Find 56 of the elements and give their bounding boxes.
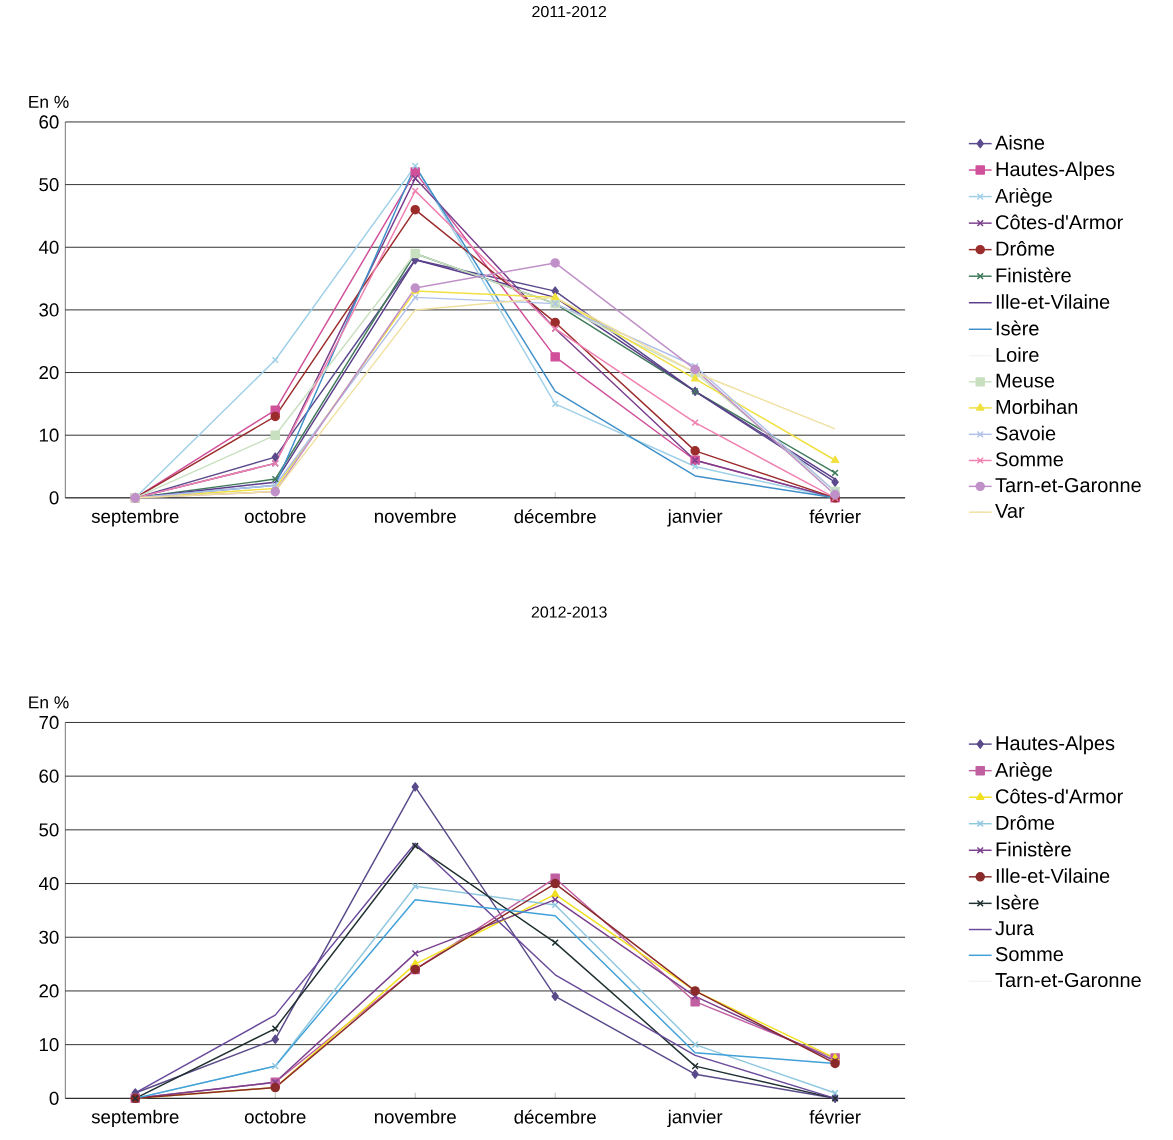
y-tick-label: 40 — [38, 877, 59, 891]
y-tick-label: 60 — [39, 769, 59, 783]
legend-label: Drôme — [996, 815, 1055, 831]
legend-label: Ille-et-Vilaine — [996, 294, 1110, 310]
legend-label: Tarn-et-Garonne — [995, 973, 1141, 988]
chart-title: 2011-2012 — [532, 6, 607, 18]
x-tick-label: janvier — [667, 509, 723, 527]
y-tick-label: 50 — [39, 178, 59, 192]
x-tick-label: décembre — [514, 1109, 596, 1124]
y-tick-label: 40 — [38, 240, 59, 255]
legend-label: Drôme — [996, 241, 1055, 256]
x-tick-label: novembre — [374, 1109, 456, 1124]
y-axis-title: En % — [29, 95, 69, 109]
y-tick-label: 10 — [39, 1038, 59, 1052]
legend-label: Finistère — [996, 267, 1071, 283]
legend-label: Aisne — [995, 135, 1045, 150]
x-tick-label: septembre — [91, 509, 179, 527]
x-tick-label: janvier — [667, 1109, 723, 1128]
x-tick-label: septembre — [91, 1109, 179, 1128]
legend-label: Somme — [995, 947, 1064, 962]
x-tick-label: octobre — [244, 509, 306, 524]
y-axis-title: En % — [29, 696, 69, 709]
legend-label: Loire — [996, 347, 1039, 363]
legend-label: Ille-et-Vilaine — [996, 868, 1110, 884]
legend-label: Côtes-d'Armor — [996, 214, 1123, 230]
legend-label: Tarn-et-Garonne — [995, 478, 1141, 493]
y-tick-label: 0 — [49, 1091, 59, 1106]
y-tick-label: 30 — [39, 930, 59, 945]
legend-label: Ariège — [995, 762, 1052, 782]
x-tick-label: octobre — [244, 1109, 306, 1124]
y-tick-label: 0 — [49, 491, 59, 505]
y-tick-label: 70 — [39, 715, 59, 730]
legend-label: Var — [995, 504, 1025, 519]
legend-label: Hautes-Alpes — [996, 161, 1115, 181]
legend-label: Savoie — [995, 425, 1056, 441]
legend-label: Somme — [995, 452, 1064, 467]
x-tick-label: novembre — [374, 509, 456, 524]
legend-label: Ariège — [995, 188, 1052, 207]
legend-label: Jura — [995, 921, 1034, 936]
x-tick-label: février — [809, 1109, 861, 1124]
legend-label: Côtes-d'Armor — [996, 788, 1123, 804]
y-tick-label: 20 — [39, 366, 59, 380]
legend-label: Morbihan — [996, 399, 1078, 415]
legend-label: Isère — [996, 894, 1039, 910]
y-tick-label: 10 — [39, 428, 59, 442]
legend-label: Meuse — [996, 373, 1055, 388]
y-tick-label: 60 — [39, 115, 59, 129]
legend-label: Hautes-Alpes — [996, 735, 1115, 755]
x-tick-label: février — [809, 509, 861, 524]
legend-label: Finistère — [996, 841, 1071, 857]
y-tick-label: 30 — [39, 303, 59, 317]
legend-label: Isère — [996, 320, 1039, 336]
y-tick-label: 20 — [39, 984, 59, 998]
x-tick-label: décembre — [514, 509, 596, 524]
chart-title: 2012-2013 — [531, 606, 607, 618]
y-tick-label: 50 — [39, 823, 59, 837]
